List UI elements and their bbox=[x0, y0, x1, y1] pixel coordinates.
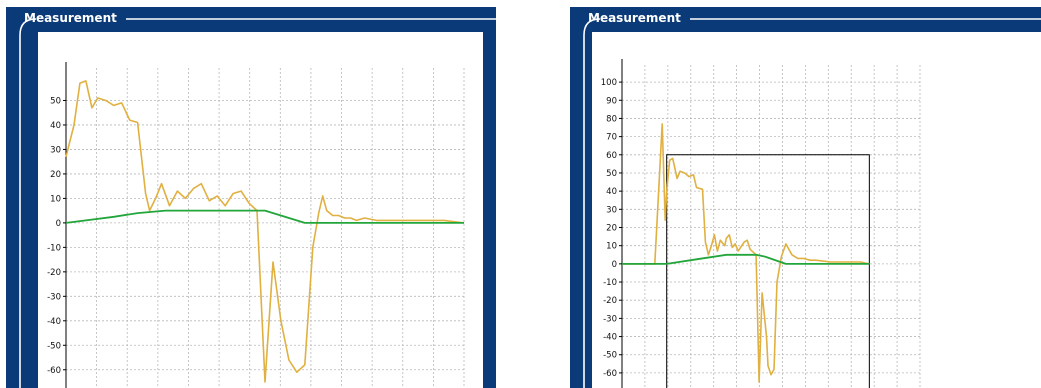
y-tick-label-left: -30 bbox=[47, 292, 61, 302]
y-tick-label-left: -50 bbox=[47, 341, 61, 351]
y-tick-label-right: 0 bbox=[612, 260, 617, 270]
y-tick-label-right: -50 bbox=[603, 351, 617, 361]
y-tick-label-right: -10 bbox=[603, 278, 617, 288]
measurement-panel-right: 100 90 80 70 60 50 40 30 20 10 0 -10 -20 -30 -40 -50 -60… bbox=[570, 7, 1041, 388]
y-tick-label-right: 80 bbox=[606, 114, 617, 124]
y-tick-label-left: 30 bbox=[50, 145, 61, 155]
y-tick-label-right: -40 bbox=[603, 333, 617, 343]
y-tick-label-left: -40 bbox=[47, 317, 61, 327]
series-line-0-right bbox=[622, 123, 870, 383]
y-tick-label-right: 40 bbox=[606, 187, 617, 197]
y-tick-label-right: 100 bbox=[601, 78, 617, 88]
measurement-panel-left: 50 40 30 20 10 0 -10 -20 -30 -40 -50 -60 Measuremen… bbox=[6, 7, 496, 388]
y-tick-label-right: 20 bbox=[606, 224, 617, 234]
plot-area-right bbox=[592, 32, 1041, 388]
y-tick-label-left: 10 bbox=[50, 194, 61, 204]
y-tick-label-left: -60 bbox=[47, 366, 61, 376]
panel-title-right: Measurement bbox=[588, 11, 681, 25]
y-tick-label-left: 40 bbox=[50, 121, 61, 131]
y-tick-label-right: -20 bbox=[603, 296, 617, 306]
measurement-chart-left: 50 40 30 20 10 0 -10 -20 -30 -40 -50 -60 bbox=[19, 18, 496, 388]
y-tick-label-right: 60 bbox=[606, 151, 617, 161]
y-tick-label-left: 0 bbox=[56, 219, 61, 229]
series-line-1-right bbox=[622, 253, 870, 265]
y-tick-label-right: -30 bbox=[603, 314, 617, 324]
y-tick-label-left: -20 bbox=[47, 268, 61, 278]
y-tick-label-left: 50 bbox=[50, 96, 61, 106]
y-tick-label-right: -60 bbox=[603, 369, 617, 379]
selection-box-right bbox=[666, 154, 870, 388]
y-tick-label-right: 10 bbox=[606, 242, 617, 252]
y-tick-label-right: 90 bbox=[606, 96, 617, 106]
series-line-0-left bbox=[65, 80, 465, 383]
series-line-1-left bbox=[65, 209, 464, 224]
panel-title-left: Measurement bbox=[24, 11, 117, 25]
y-tick-label-right: 70 bbox=[606, 133, 617, 143]
y-tick-label-left: -10 bbox=[47, 243, 61, 253]
y-tick-label-right: 50 bbox=[606, 169, 617, 179]
y-tick-label-left: 20 bbox=[50, 170, 61, 180]
y-tick-label-right: 30 bbox=[606, 205, 617, 215]
